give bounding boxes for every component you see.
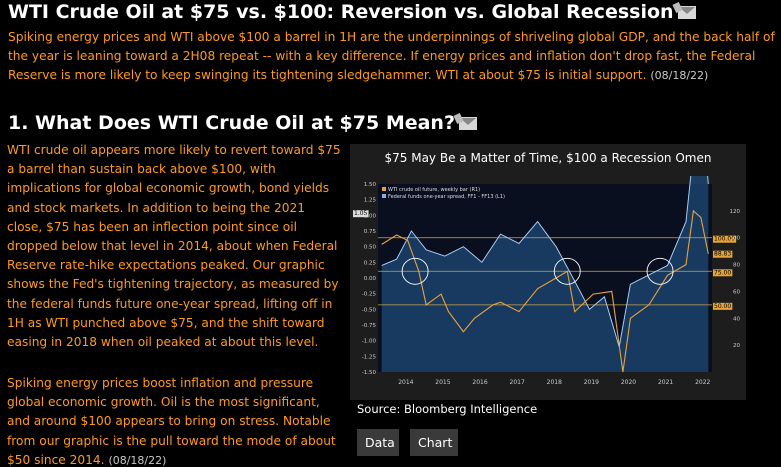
reference-label: 100.00 bbox=[714, 236, 735, 243]
y-left-tick-label: 1.50 bbox=[364, 182, 377, 188]
y-right-tick-label: 80 bbox=[733, 263, 740, 269]
inflection-circle bbox=[401, 257, 429, 285]
x-tick-label: 2020 bbox=[621, 379, 636, 386]
x-tick-label: 2018 bbox=[547, 379, 562, 386]
x-tick-label: 2021 bbox=[658, 379, 673, 386]
y-left-tick-label: -0.25 bbox=[362, 292, 377, 298]
intro-paragraph: Spiking energy prices and WTI above $100… bbox=[8, 30, 775, 82]
x-tick-label: 2019 bbox=[584, 379, 599, 386]
y-right-tick-label: 60 bbox=[733, 289, 740, 295]
reference-label-bg bbox=[713, 269, 733, 277]
x-tick-label: 2014 bbox=[398, 379, 413, 386]
chart-panel: $75 May Be a Matter of Time, $100 a Rece… bbox=[350, 144, 746, 400]
fed-spread-outline bbox=[381, 176, 709, 347]
y-left-tick-label: 0.50 bbox=[364, 245, 377, 251]
y-left-tick-label: 0.75 bbox=[364, 229, 377, 235]
legend-swatch bbox=[382, 194, 386, 198]
y-left-tick-label: 0.25 bbox=[364, 260, 377, 266]
para2-date: (08/18/22) bbox=[108, 453, 167, 467]
x-tick-label: 2016 bbox=[472, 379, 487, 386]
y-left-tick-label: -1.50 bbox=[362, 370, 377, 376]
x-tick-label: 2015 bbox=[435, 379, 450, 386]
reference-label-bg bbox=[713, 235, 737, 243]
current-value-label-bg bbox=[353, 210, 369, 218]
data-button[interactable]: Data bbox=[357, 429, 399, 456]
intro-date: (08/18/22) bbox=[650, 69, 709, 82]
inflection-circle bbox=[553, 257, 581, 285]
section-title: 1. What Does WTI Crude Oil at $75 Mean? bbox=[8, 112, 477, 134]
article-title: WTI Crude Oil at $75 vs. $100: Reversion… bbox=[8, 1, 696, 23]
y-right-tick-label: 20 bbox=[733, 343, 740, 349]
current-value-label: 88.83 bbox=[714, 251, 731, 258]
y-right-tick-label: 100 bbox=[730, 236, 741, 242]
y-left-tick-label: -1.00 bbox=[362, 339, 377, 345]
chart-source: Source: Bloomberg Intelligence bbox=[357, 402, 538, 416]
mail-icon[interactable] bbox=[458, 117, 477, 130]
y-left-tick-label: 1.25 bbox=[364, 198, 377, 204]
current-value-label: 1.05 bbox=[354, 210, 368, 217]
reference-label: 75.00 bbox=[714, 269, 731, 276]
reference-label: 50.00 bbox=[714, 303, 731, 310]
y-right-tick-label: 40 bbox=[733, 316, 740, 322]
chart-button[interactable]: Chart bbox=[410, 429, 458, 456]
y-left-tick-label: 1.00 bbox=[364, 213, 377, 219]
x-tick-label: 2022 bbox=[695, 379, 710, 386]
y-left-tick-label: -0.50 bbox=[362, 307, 377, 313]
reference-label-bg bbox=[713, 302, 733, 310]
mail-icon[interactable] bbox=[677, 6, 696, 19]
body-paragraph-2: Spiking energy prices boost inflation an… bbox=[7, 376, 336, 467]
y-left-tick-label: -0.75 bbox=[362, 323, 377, 329]
y-left-tick-label: -1.25 bbox=[362, 354, 377, 360]
legend-entry: WTI crude oil future, weekly bar (R1) bbox=[388, 187, 480, 193]
body-paragraph-1: WTI crude oil appears more likely to rev… bbox=[7, 143, 341, 350]
chart-title: $75 May Be a Matter of Time, $100 a Rece… bbox=[384, 151, 712, 165]
legend-swatch bbox=[382, 187, 386, 191]
current-value-label-bg bbox=[713, 250, 733, 258]
fed-spread-area bbox=[381, 176, 709, 372]
inflection-circle bbox=[646, 257, 674, 285]
y-left-tick-label: 0.00 bbox=[364, 276, 377, 282]
legend-entry: Federal funds one-year spread, FF1 - FF1… bbox=[388, 194, 505, 200]
y-right-tick-label: 120 bbox=[730, 209, 741, 215]
x-tick-label: 2017 bbox=[510, 379, 525, 386]
